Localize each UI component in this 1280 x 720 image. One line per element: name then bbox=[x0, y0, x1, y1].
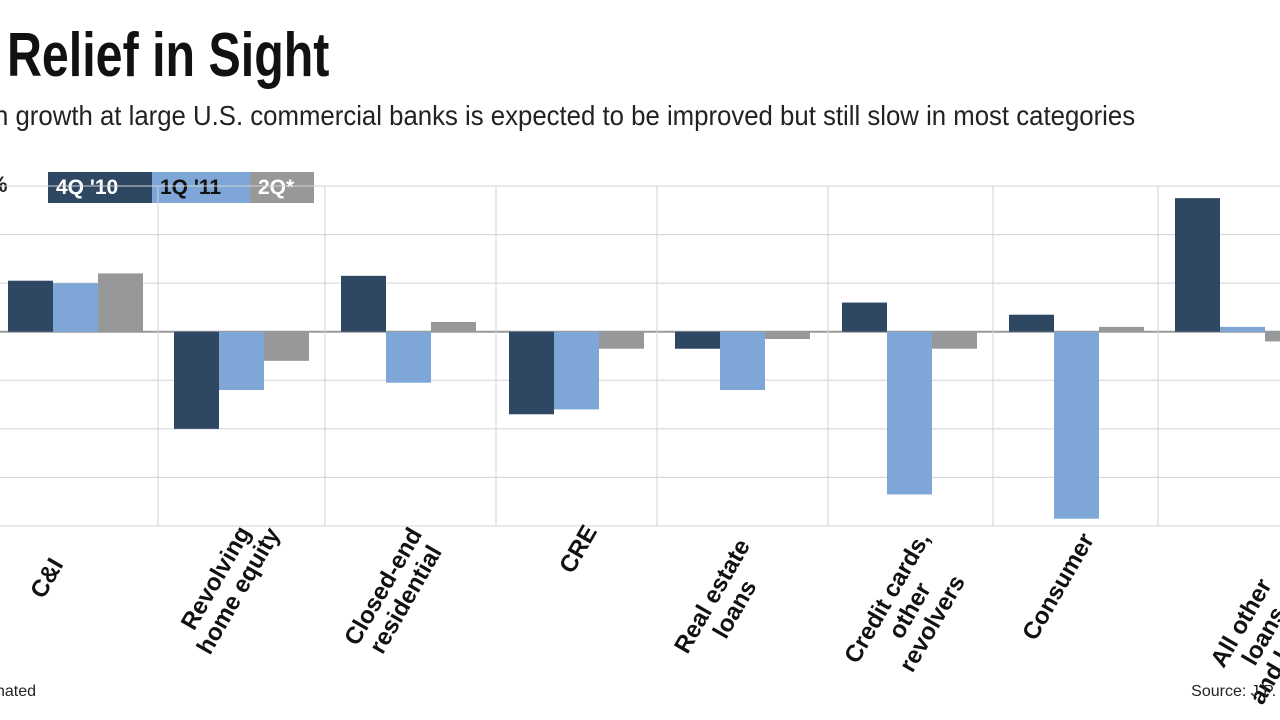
bar-1q11-cat4 bbox=[720, 331, 765, 390]
bar-4q10-cat4 bbox=[675, 331, 720, 349]
chart-subtitle: n growth at large U.S. commercial banks … bbox=[0, 100, 1136, 131]
bar-1q11-cat3 bbox=[554, 331, 599, 410]
bar-1q11-cat2 bbox=[386, 331, 431, 383]
bar-2q-cat1 bbox=[264, 331, 309, 361]
bar-1q11-cat1 bbox=[219, 331, 264, 390]
source-note: Source: J.P. M bbox=[1191, 683, 1280, 700]
legend: 4Q '10 1Q '11 2Q* bbox=[48, 172, 314, 203]
bar-1q11-cat7 bbox=[1220, 326, 1265, 332]
bar-2q-cat3 bbox=[599, 331, 644, 349]
bar-1q11-cat6 bbox=[1054, 331, 1099, 519]
chart-title: o Relief in Sight bbox=[0, 21, 330, 90]
legend-item-1q11: 1Q '11 bbox=[152, 172, 250, 203]
bar-4q10-cat2 bbox=[341, 275, 386, 332]
bar-4q10-cat7 bbox=[1175, 198, 1220, 332]
bar-2q-cat7 bbox=[1265, 331, 1280, 342]
bar-2q-cat6 bbox=[1099, 326, 1144, 332]
bar-4q10-cat1 bbox=[174, 331, 219, 429]
bar-2q-cat5 bbox=[932, 331, 977, 349]
bar-4q10-cat3 bbox=[509, 331, 554, 415]
bar-2q-cat0 bbox=[98, 273, 143, 332]
legend-item-4q10: 4Q '10 bbox=[48, 172, 152, 203]
bar-2q-cat2 bbox=[431, 322, 476, 332]
legend-item-2q: 2Q* bbox=[250, 172, 314, 203]
bar-2q-cat4 bbox=[765, 331, 810, 339]
bar-4q10-cat6 bbox=[1009, 314, 1054, 332]
bar-4q10-cat0 bbox=[8, 280, 53, 332]
bar-4q10-cat5 bbox=[842, 302, 887, 332]
footnote: nated bbox=[0, 683, 37, 700]
bar-1q11-cat0 bbox=[53, 283, 98, 332]
y-axis-unit: % bbox=[0, 172, 8, 198]
bar-1q11-cat5 bbox=[887, 331, 932, 495]
